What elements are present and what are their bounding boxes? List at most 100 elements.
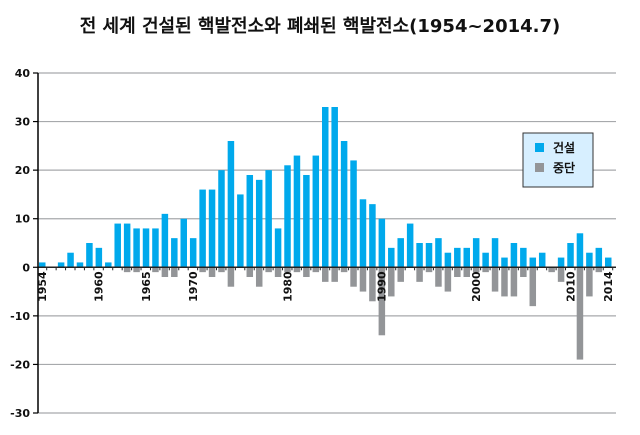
bar-built: [322, 107, 329, 268]
bar-shutdown: [359, 267, 367, 292]
bar-shutdown: [425, 267, 433, 273]
bar-shutdown: [199, 267, 206, 273]
bar-built: [152, 228, 159, 268]
bar-built: [510, 243, 518, 268]
bar-shutdown: [274, 267, 282, 277]
bar-shutdown: [161, 267, 169, 277]
bar-built: [255, 179, 263, 268]
bar-shutdown: [416, 267, 423, 282]
legend-label: 중단: [553, 160, 575, 175]
bar-built: [161, 213, 169, 268]
bar-built: [567, 243, 574, 268]
bar-shutdown: [322, 267, 329, 282]
bar-shutdown: [246, 267, 254, 277]
bar-built: [189, 238, 197, 268]
bar-built: [557, 257, 565, 268]
bar-shutdown: [350, 267, 357, 287]
bar-built: [520, 247, 527, 268]
bar-shutdown: [501, 267, 508, 297]
bar-built: [171, 238, 178, 268]
bar-shutdown: [454, 267, 461, 277]
bar-shutdown: [369, 267, 376, 302]
bar-built: [369, 204, 376, 268]
bar-shutdown: [340, 267, 348, 273]
bar-built: [425, 243, 433, 268]
bar-shutdown: [444, 267, 452, 292]
bar-built: [529, 257, 537, 268]
bar-shutdown: [435, 267, 442, 287]
bar-shutdown: [312, 267, 320, 273]
bar-built: [67, 252, 74, 268]
bar-built: [265, 170, 272, 268]
bar-shutdown: [482, 267, 489, 273]
bar-shutdown: [255, 267, 263, 287]
bar-built: [293, 155, 301, 268]
x-tick-label: 1970: [187, 271, 200, 302]
bar-built: [208, 189, 216, 268]
bar-built: [416, 243, 423, 268]
bar-built: [274, 228, 282, 268]
y-tick-label: 40: [15, 67, 31, 80]
bar-built: [605, 257, 612, 268]
bar-shutdown: [491, 267, 499, 292]
bar-built: [538, 252, 546, 268]
bar-built: [350, 160, 357, 268]
x-tick-label: 1960: [93, 271, 106, 302]
bar-built: [39, 262, 46, 268]
bar-built: [303, 175, 310, 268]
legend-swatch: [535, 163, 544, 172]
bar-built: [86, 243, 93, 268]
bar-built: [76, 262, 84, 268]
y-tick-label: -30: [10, 407, 30, 420]
bar-built: [105, 262, 112, 268]
bar-built: [586, 252, 593, 268]
x-tick-label: 2000: [470, 271, 483, 302]
bar-built: [199, 189, 206, 268]
bar-shutdown: [218, 267, 225, 273]
legend-box: [522, 132, 594, 188]
bar-shutdown: [227, 267, 235, 287]
bar-shutdown: [557, 267, 565, 282]
bar-shutdown: [595, 267, 603, 273]
bar-shutdown: [397, 267, 404, 282]
bar-built: [378, 218, 386, 268]
bar-built: [180, 218, 187, 268]
bar-shutdown: [123, 267, 131, 273]
x-tick-label: 1980: [281, 271, 294, 302]
bar-shutdown: [133, 267, 140, 273]
bar-shutdown: [284, 267, 291, 273]
bar-built: [482, 252, 489, 268]
x-tick-label: 1965: [140, 271, 153, 302]
x-tick-label: 2014: [602, 271, 615, 302]
bar-built: [359, 199, 367, 268]
bar-built: [491, 238, 499, 268]
bar-built: [227, 141, 235, 268]
bar-built: [123, 223, 131, 268]
bar-shutdown: [463, 267, 470, 277]
bar-built: [133, 228, 140, 268]
bar-shutdown: [171, 267, 178, 277]
bar-built: [501, 257, 508, 268]
bar-shutdown: [293, 267, 301, 273]
y-tick-label: 0: [22, 261, 30, 274]
x-tick-label: 1954: [36, 271, 49, 302]
bar-built: [472, 238, 480, 268]
bar-built: [218, 170, 225, 268]
bar-built: [95, 247, 103, 268]
y-tick-label: 30: [15, 116, 31, 129]
legend-label: 건설: [553, 140, 575, 155]
y-tick-label: -10: [10, 310, 30, 323]
bar-built: [284, 165, 291, 268]
bar-shutdown: [510, 267, 518, 297]
y-tick-label: 20: [15, 164, 31, 177]
bar-built: [576, 233, 584, 268]
bar-built: [57, 262, 65, 268]
bar-shutdown: [520, 267, 527, 277]
bar-shutdown: [388, 267, 395, 297]
bar-shutdown: [529, 267, 537, 307]
bar-shutdown: [303, 267, 310, 277]
bar-built: [444, 252, 452, 268]
x-tick-label: 2010: [564, 271, 577, 302]
bar-built: [435, 238, 442, 268]
